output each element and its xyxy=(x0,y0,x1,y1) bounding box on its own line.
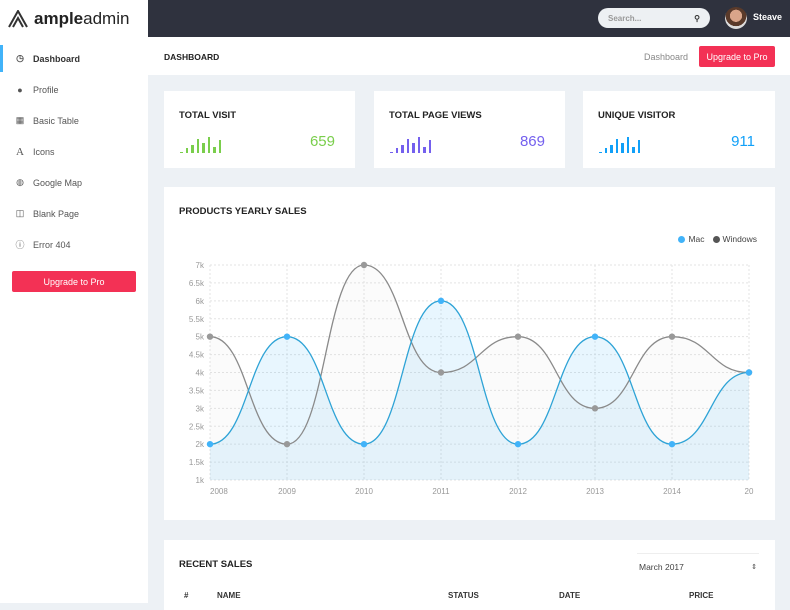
sidebar-item-label: Dashboard xyxy=(33,53,81,64)
sidebar: ampleadmin ◷ Dashboard ● Profile ▦ Basic Ta… xyxy=(0,0,148,603)
select-arrows-icon: ⇕ xyxy=(751,564,757,571)
user-icon: ● xyxy=(17,84,23,95)
topbar: Search... ⚲ Steave xyxy=(148,0,790,37)
search-icon[interactable]: ⚲ xyxy=(694,13,700,23)
stat-value: 911 xyxy=(731,133,755,150)
sparkline-bar xyxy=(423,147,426,153)
stat-title: TOTAL VISIT xyxy=(179,110,237,121)
stat-card-total-page-views: TOTAL PAGE VIEWS 869 xyxy=(374,91,565,168)
column-header-number: # xyxy=(184,591,189,600)
sparkline xyxy=(599,131,640,153)
stat-value: 659 xyxy=(309,133,335,150)
chart-title: PRODUCTS YEARLY SALES xyxy=(179,206,307,217)
sidebar-item-label: Error 404 xyxy=(33,239,71,250)
globe-icon: ◍ xyxy=(16,177,24,187)
sparkline xyxy=(390,131,431,153)
header-upgrade-button[interactable]: Upgrade to Pro xyxy=(699,46,775,67)
sidebar-item-google-map[interactable]: ◍ Google Map xyxy=(0,167,148,198)
stat-card-unique-visitor: UNIQUE VISITOR 911 xyxy=(583,91,775,168)
stat-title: TOTAL PAGE VIEWS xyxy=(389,110,482,121)
sidebar-item-label: Blank Page xyxy=(33,208,80,219)
page-header: DASHBOARD Dashboard Upgrade to Pro xyxy=(148,37,790,75)
sidebar-item-label: Google Map xyxy=(33,177,83,188)
sparkline-bar xyxy=(604,148,607,153)
sparkline-bar xyxy=(180,152,183,153)
legend-item-mac[interactable]: Mac xyxy=(678,234,705,244)
sidebar-item-error-404[interactable]: ⓘ Error 404 xyxy=(0,229,148,260)
sparkline-bar xyxy=(191,145,194,153)
logo[interactable]: ampleadmin xyxy=(0,0,148,37)
sidebar-item-label: Icons xyxy=(33,146,55,157)
sparkline-bar xyxy=(213,147,216,153)
search-input[interactable]: Search... ⚲ xyxy=(598,8,710,28)
logo-icon xyxy=(8,9,28,27)
sparkline-bar xyxy=(207,137,210,153)
month-select[interactable]: March 2017 ⇕ xyxy=(637,553,759,580)
sparkline-bar xyxy=(390,152,393,153)
sparkline-bar xyxy=(218,140,221,153)
column-header-price: PRICE xyxy=(689,591,714,600)
sparkline-bar xyxy=(196,139,199,153)
brand-light: admin xyxy=(83,8,130,28)
sparkline-bar xyxy=(621,143,624,153)
column-header-name: NAME xyxy=(217,591,241,600)
sparkline-bar xyxy=(412,143,415,153)
sparkline-bar xyxy=(395,148,398,153)
column-header-date: DATE xyxy=(559,591,581,600)
legend-dot-icon xyxy=(678,236,686,243)
user-name[interactable]: Steave xyxy=(753,12,783,22)
sparkline-bar xyxy=(428,140,431,153)
stat-title: UNIQUE VISITOR xyxy=(598,110,676,121)
recent-sales-title: RECENT SALES xyxy=(179,559,253,570)
info-icon: ⓘ xyxy=(15,240,25,250)
breadcrumb[interactable]: Dashboard xyxy=(644,52,689,62)
columns-icon: ◫ xyxy=(15,208,25,218)
sidebar-item-label: Basic Table xyxy=(33,115,79,126)
sparkline-bar xyxy=(599,152,602,153)
sidebar-item-dashboard[interactable]: ◷ Dashboard xyxy=(0,43,148,74)
font-icon: A xyxy=(16,145,24,158)
sidebar-item-icons[interactable]: A Icons xyxy=(0,136,148,167)
sidebar-item-profile[interactable]: ● Profile xyxy=(0,74,148,105)
sparkline-bar xyxy=(406,139,409,153)
sparkline-bar xyxy=(632,147,635,153)
recent-sales-card: RECENT SALES March 2017 ⇕ # NAME STATUS D… xyxy=(164,540,775,610)
month-select-value: March 2017 xyxy=(639,562,684,572)
sparkline-bar xyxy=(401,145,404,153)
search-placeholder: Search... xyxy=(608,13,642,23)
brand-bold: ample xyxy=(34,8,84,28)
sparkline-bar xyxy=(185,148,188,153)
stat-card-total-visit: TOTAL VISIT 659 xyxy=(164,91,355,168)
sparkline-bar xyxy=(637,140,640,153)
column-header-status: STATUS xyxy=(448,591,479,600)
sparkline-bar xyxy=(202,143,205,153)
avatar[interactable] xyxy=(725,7,747,29)
table-icon: ▦ xyxy=(15,115,25,125)
sidebar-item-basic-table[interactable]: ▦ Basic Table xyxy=(0,105,148,136)
legend-dot-icon xyxy=(712,236,720,243)
chart-legend: Mac Windows xyxy=(678,234,757,244)
page-title: DASHBOARD xyxy=(164,52,220,62)
stat-value: 869 xyxy=(519,133,545,150)
legend-label: Mac xyxy=(688,234,705,244)
sidebar-item-blank-page[interactable]: ◫ Blank Page xyxy=(0,198,148,229)
sparkline xyxy=(180,131,221,153)
legend-item-windows[interactable]: Windows xyxy=(712,234,757,244)
legend-label: Windows xyxy=(722,234,757,244)
clock-icon: ◷ xyxy=(16,53,24,63)
sparkline-bar xyxy=(626,137,629,153)
sparkline-bar xyxy=(417,137,420,153)
sidebar-upgrade-button[interactable]: Upgrade to Pro xyxy=(12,271,136,292)
sparkline-bar xyxy=(615,139,618,153)
sparkline-bar xyxy=(610,145,613,153)
chart-card: PRODUCTS YEARLY SALES Mac Windows xyxy=(164,187,775,520)
sidebar-item-label: Profile xyxy=(33,84,59,95)
